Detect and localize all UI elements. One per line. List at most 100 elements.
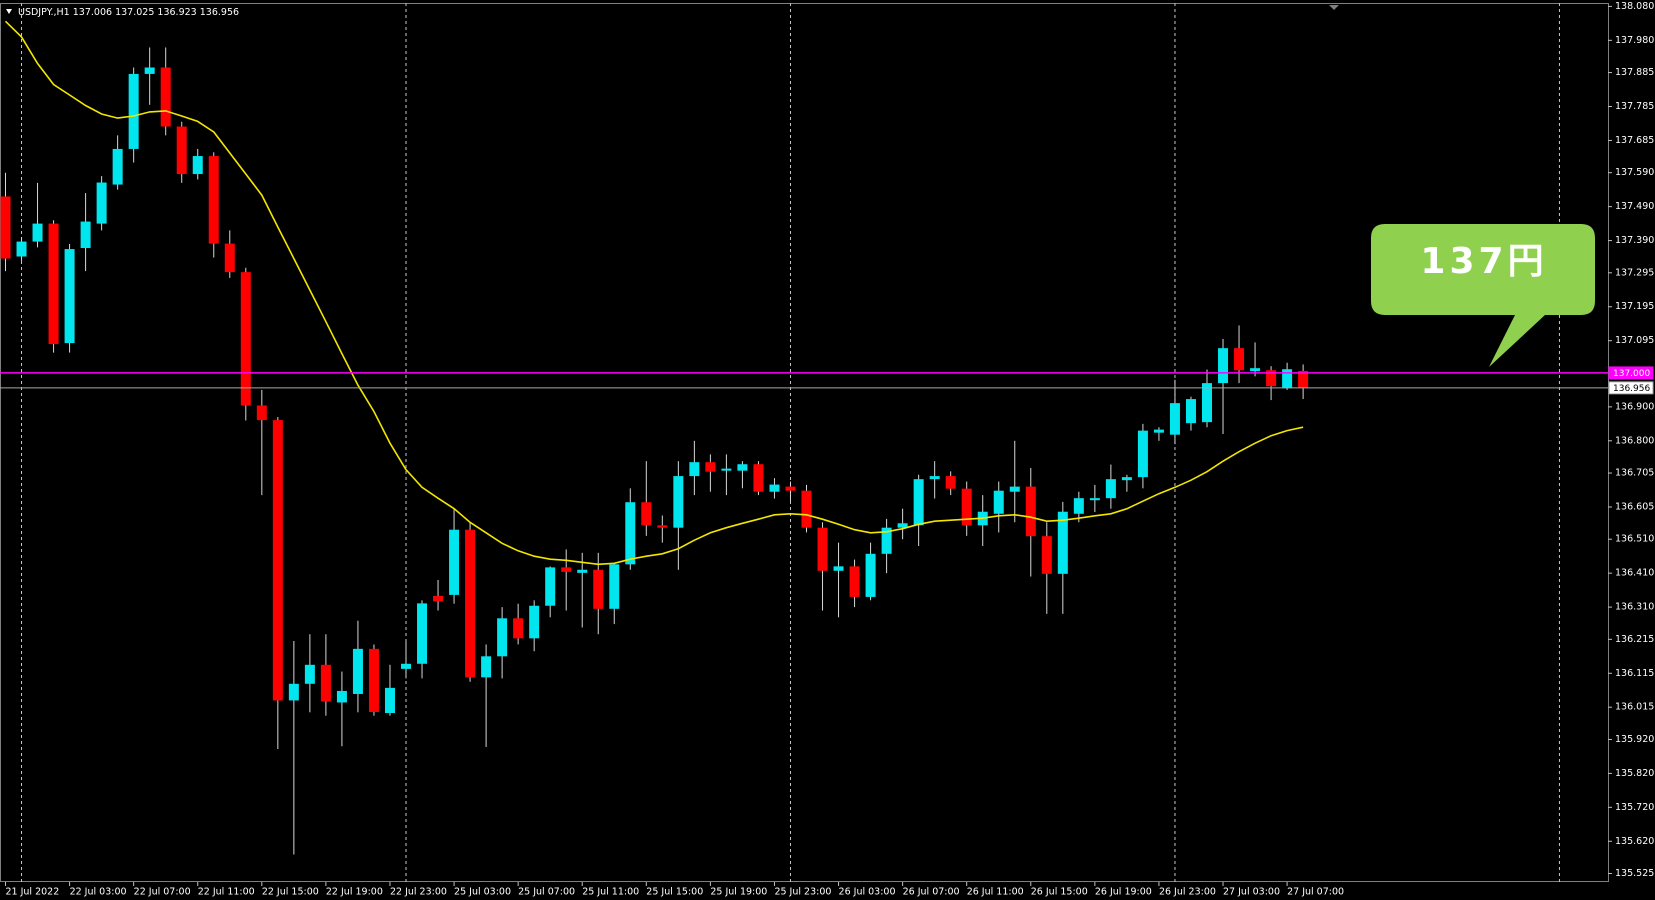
x-tick-label: 22 Jul 11:00: [198, 887, 255, 898]
x-tick-label: 27 Jul 07:00: [1287, 887, 1344, 898]
candle-body: [320, 664, 331, 702]
y-tick-label: 137.490: [1615, 201, 1654, 212]
price-label-box: [1608, 366, 1654, 380]
x-tick-label: 26 Jul 15:00: [1031, 887, 1088, 898]
candle-body: [1250, 368, 1261, 372]
candle-body: [1057, 511, 1068, 574]
candle-body: [336, 690, 347, 703]
candle-body: [545, 567, 556, 606]
y-tick-label: 136.605: [1615, 501, 1654, 512]
candle-body: [1234, 348, 1245, 371]
candle-body: [160, 67, 171, 127]
candle-body: [577, 569, 588, 573]
candle-body: [256, 405, 267, 421]
candle-body: [801, 490, 812, 528]
shift-marker: [1329, 5, 1339, 10]
candle-body: [48, 223, 59, 345]
candle-body: [192, 156, 203, 175]
candle-body: [96, 182, 107, 224]
y-tick-label: 136.310: [1615, 602, 1654, 613]
candle-body: [32, 223, 43, 242]
candle-body: [1137, 430, 1148, 478]
candle-body: [1153, 429, 1164, 433]
candle-body: [1105, 479, 1116, 499]
x-tick-label: 25 Jul 15:00: [646, 887, 703, 898]
candle-body: [368, 648, 379, 712]
candle-body: [913, 479, 924, 526]
candle-body: [1089, 498, 1100, 501]
x-tick-label: 25 Jul 11:00: [582, 887, 639, 898]
callout-text: 137円: [1420, 241, 1547, 282]
x-tick-label: 21 Jul 2022: [6, 887, 60, 898]
candle-body: [865, 553, 876, 597]
candle-body: [753, 464, 764, 492]
y-tick-label: 135.920: [1615, 734, 1654, 745]
candle-body: [384, 687, 395, 713]
period-separators: [21, 3, 1560, 882]
candle-body: [433, 595, 444, 602]
y-tick-label: 137.295: [1615, 267, 1654, 278]
candle-body: [897, 523, 908, 528]
candle-body: [1121, 477, 1132, 481]
y-tick-label: 135.720: [1615, 802, 1654, 813]
candle-body: [1041, 536, 1052, 574]
candle-body: [609, 564, 620, 609]
candle-body: [561, 567, 572, 572]
x-tick-label: 25 Jul 03:00: [454, 887, 511, 898]
callout: 137円: [1371, 224, 1595, 367]
candle-body: [80, 221, 91, 249]
candle-body: [1282, 369, 1293, 389]
candle-body: [1169, 403, 1180, 435]
candle-body: [849, 566, 860, 597]
candle-body: [144, 67, 155, 74]
candle-body: [1218, 348, 1229, 384]
candle-body: [529, 605, 540, 639]
candle-body: [1202, 383, 1212, 423]
y-tick-label: 137.390: [1615, 235, 1654, 246]
symbol: USDJPY.,H1: [18, 7, 70, 18]
x-tick-label: 22 Jul 07:00: [134, 887, 191, 898]
price-label-box: [1608, 381, 1654, 395]
y-tick-label: 137.195: [1615, 301, 1654, 312]
candle-body: [625, 502, 636, 565]
candle-body: [112, 148, 123, 185]
candle-body: [689, 462, 700, 477]
candle-body: [785, 486, 796, 491]
plot-frame: [0, 3, 1609, 882]
candle-body: [993, 490, 1004, 514]
y-tick-label: 136.510: [1615, 534, 1654, 545]
x-tick-label: 22 Jul 23:00: [390, 887, 447, 898]
candle-body: [1025, 486, 1036, 537]
y-tick-label: 136.015: [1615, 702, 1654, 713]
candle-body: [224, 243, 235, 273]
candle-body: [737, 464, 748, 471]
y-tick-label: 137.095: [1615, 335, 1654, 346]
callout-bubble: [1371, 224, 1595, 367]
x-tick-label: 25 Jul 19:00: [710, 887, 767, 898]
candle-body: [304, 664, 315, 684]
candle-body: [240, 272, 251, 406]
candle-body: [288, 683, 299, 701]
x-tick-label: 22 Jul 03:00: [70, 887, 127, 898]
y-tick-label: 137.590: [1615, 167, 1654, 178]
candle-body: [833, 566, 844, 571]
candle-body: [497, 618, 508, 657]
candle-body: [945, 476, 956, 489]
candle-body: [417, 603, 428, 664]
candle-body: [1298, 370, 1309, 388]
y-tick-label: 135.820: [1615, 768, 1654, 779]
candle-body: [465, 529, 476, 678]
y-tick-label: 136.215: [1615, 634, 1654, 645]
header-low: 136.923: [157, 7, 196, 18]
candle-body: [1009, 486, 1020, 492]
candle-body: [817, 527, 828, 571]
candle-body: [1073, 498, 1084, 514]
candle-body: [593, 569, 604, 609]
price-label: 136.956: [1613, 384, 1650, 394]
y-tick-label: 136.115: [1615, 668, 1654, 679]
candle-body: [449, 529, 460, 595]
candle-body: [272, 420, 283, 701]
y-tick-label: 136.800: [1615, 435, 1654, 446]
